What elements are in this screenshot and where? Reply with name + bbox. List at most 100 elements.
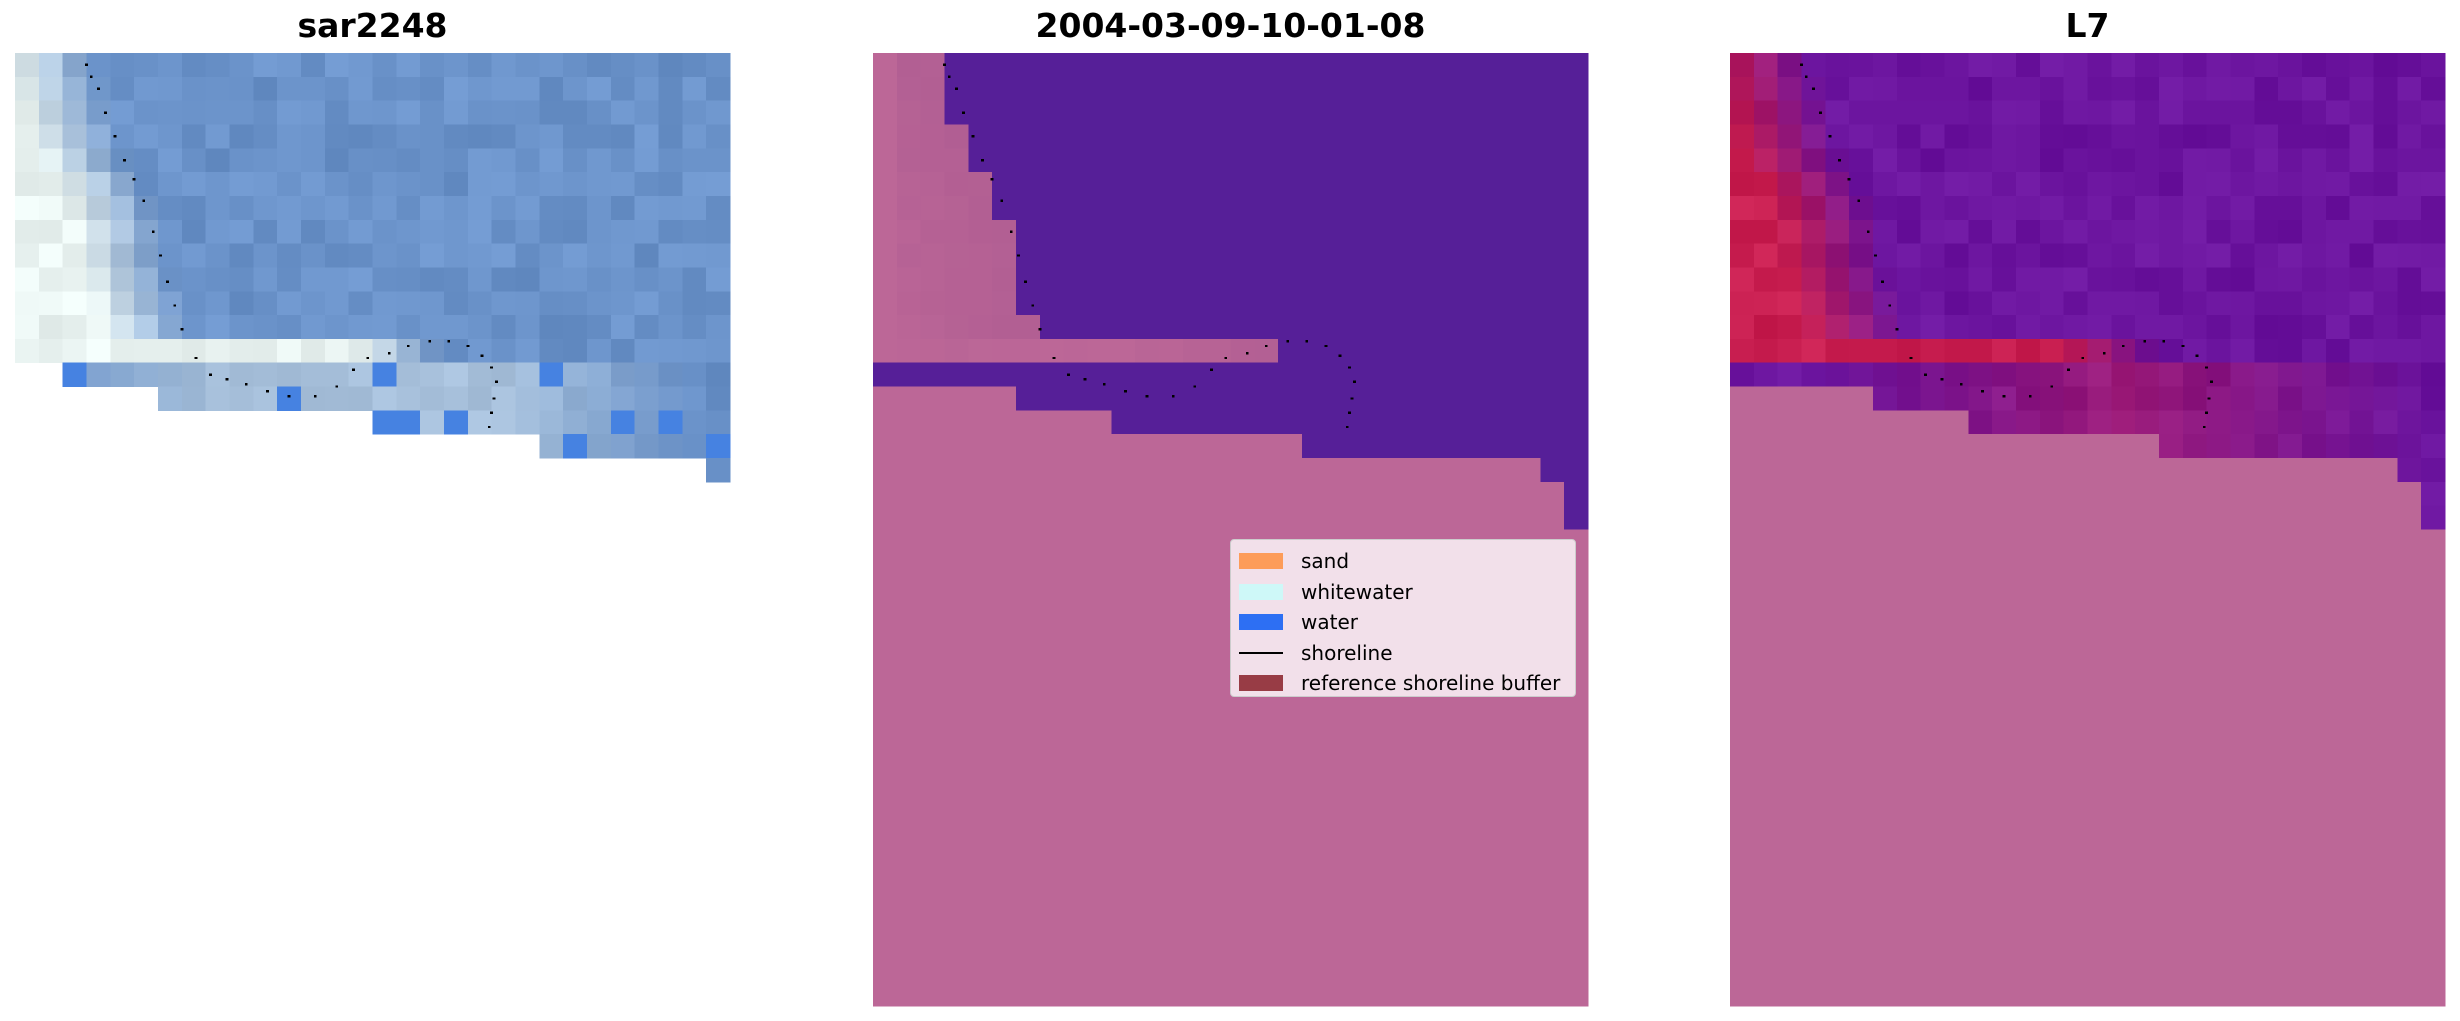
- index-pixel: [2111, 815, 2136, 840]
- index-pixel: [2087, 958, 2112, 983]
- rgb-pixel: [444, 362, 469, 388]
- class-pixel: [1278, 53, 1303, 78]
- class-pixel: [1325, 481, 1351, 507]
- index-pixel: [2397, 76, 2422, 102]
- class-pixel: [1421, 958, 1446, 983]
- class-pixel: [1087, 124, 1112, 149]
- class-pixel: [1540, 815, 1565, 840]
- rgb-pixel: [444, 315, 469, 340]
- index-pixel: [2135, 696, 2160, 721]
- index-pixel: [2159, 362, 2184, 388]
- class-pixel: [1254, 982, 1279, 1007]
- class-pixel: [1564, 934, 1589, 959]
- index-pixel: [2302, 553, 2327, 578]
- class-pixel: [1278, 696, 1303, 721]
- rgb-pixel: [181, 386, 207, 411]
- rgb-pixel: [444, 53, 469, 78]
- class-pixel: [1063, 315, 1088, 340]
- class-pixel: [1206, 743, 1231, 769]
- index-pixel: [2087, 529, 2112, 554]
- index-pixel: [1753, 172, 1779, 197]
- index-pixel: [1968, 577, 1993, 602]
- index-pixel: [2373, 267, 2398, 292]
- rgb-pixel: [86, 338, 111, 364]
- class-pixel: [1063, 696, 1088, 721]
- index-pixel: [2039, 934, 2065, 959]
- shoreline-point: [1895, 328, 1899, 331]
- class-pixel: [968, 886, 993, 912]
- class-pixel: [1373, 863, 1398, 888]
- index-pixel: [1801, 434, 1826, 459]
- class-pixel: [1016, 696, 1041, 721]
- class-pixel: [1468, 195, 1494, 221]
- index-pixel: [1944, 553, 1969, 578]
- index-pixel: [2016, 648, 2041, 673]
- index-pixel: [1944, 100, 1969, 125]
- index-pixel: [2039, 624, 2065, 650]
- index-pixel: [2325, 291, 2351, 316]
- index-pixel: [1944, 243, 1969, 268]
- class-pixel: [1063, 934, 1088, 959]
- class-pixel: [1206, 720, 1231, 745]
- class-pixel: [1278, 267, 1303, 292]
- index-pixel: [1873, 243, 1898, 268]
- index-pixel: [1896, 767, 1922, 793]
- class-pixel: [1206, 267, 1231, 292]
- class-pixel: [1492, 100, 1517, 125]
- class-pixel: [1278, 910, 1303, 936]
- class-pixel: [1421, 53, 1446, 78]
- index-pixel: [1753, 553, 1779, 578]
- rgb-pixel: [706, 100, 731, 125]
- shoreline-point: [1804, 75, 1808, 79]
- index-pixel: [2349, 958, 2374, 983]
- rgb-pixel: [110, 315, 135, 340]
- legend-label-reference-shoreline-buffer: reference shoreline buffer: [1301, 671, 1561, 696]
- class-pixel: [1397, 815, 1422, 840]
- index-pixel: [1753, 696, 1779, 721]
- index-pixel: [2373, 767, 2398, 793]
- index-pixel: [1849, 624, 1874, 650]
- class-pixel: [1254, 696, 1279, 721]
- index-pixel: [1944, 481, 1969, 507]
- rgb-pixel: [158, 124, 183, 149]
- shoreline-point: [1324, 344, 1328, 348]
- index-pixel: [1896, 577, 1922, 602]
- class-pixel: [1135, 481, 1160, 507]
- index-pixel: [2206, 958, 2231, 983]
- class-pixel: [920, 910, 945, 936]
- index-pixel: [2159, 100, 2184, 125]
- class-pixel: [1492, 53, 1517, 78]
- class-pixel: [1016, 172, 1041, 197]
- index-pixel: [2278, 53, 2303, 78]
- rgb-pixel: [682, 291, 707, 316]
- class-pixel: [1159, 505, 1184, 530]
- index-pixel: [2063, 458, 2088, 483]
- index-pixel: [2206, 624, 2231, 650]
- rgb-pixel: [110, 219, 135, 245]
- class-pixel: [1063, 53, 1088, 78]
- class-pixel: [1230, 172, 1255, 197]
- rgb-pixel: [420, 362, 445, 388]
- index-pixel: [1825, 648, 1850, 673]
- index-pixel: [2254, 934, 2279, 959]
- class-pixel: [1111, 315, 1136, 340]
- index-pixel: [1801, 386, 1826, 411]
- class-pixel: [1206, 148, 1231, 173]
- shoreline-point: [1016, 254, 1020, 257]
- class-pixel: [1016, 338, 1041, 364]
- index-pixel: [2230, 148, 2255, 173]
- index-pixel: [2421, 410, 2446, 435]
- rgb-pixel: [134, 243, 159, 268]
- shoreline-point: [1224, 356, 1228, 360]
- class-pixel: [1516, 505, 1541, 530]
- class-pixel: [1349, 172, 1374, 197]
- index-pixel: [1873, 934, 1898, 959]
- class-pixel: [896, 910, 922, 936]
- class-pixel: [992, 767, 1017, 793]
- class-pixel: [1182, 53, 1208, 78]
- rgb-pixel: [38, 219, 64, 245]
- rgb-pixel: [324, 76, 350, 102]
- index-pixel: [2373, 458, 2398, 483]
- index-pixel: [2087, 338, 2112, 364]
- class-pixel: [992, 338, 1017, 364]
